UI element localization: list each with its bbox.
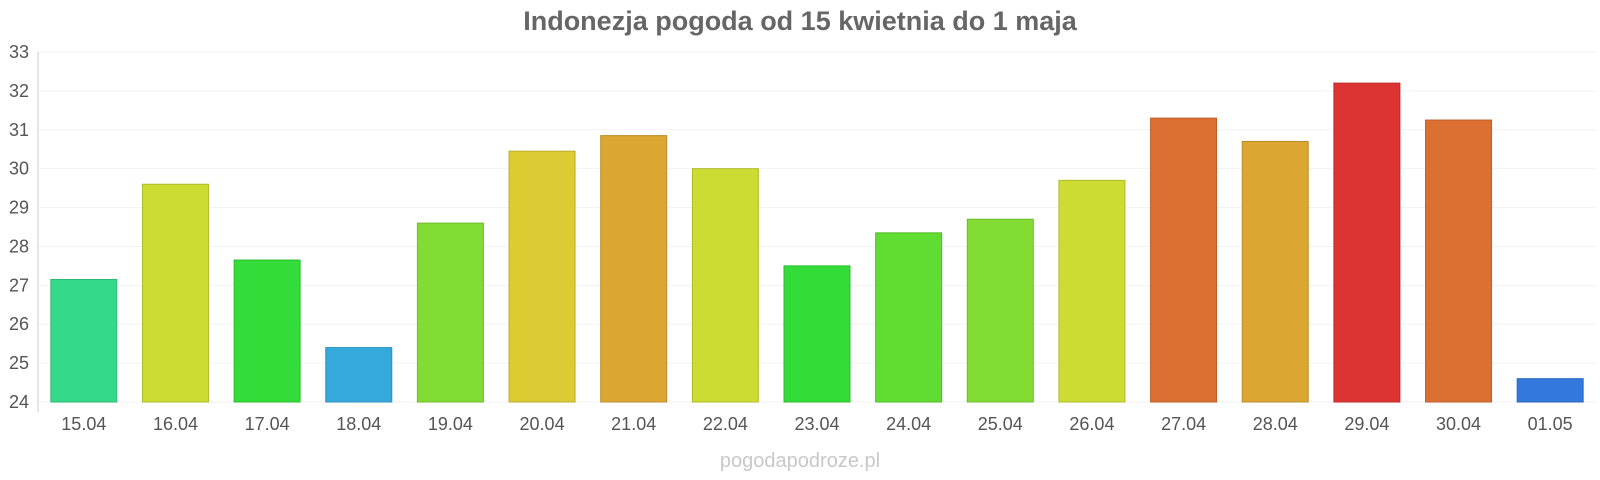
x-tick-label: 18.04	[336, 414, 381, 434]
y-tick-label: 27	[9, 275, 29, 295]
y-tick-label: 31	[9, 120, 29, 140]
y-tick-label: 28	[9, 236, 29, 256]
bar-26.04	[1058, 179, 1126, 403]
bar-01.05	[1516, 378, 1584, 403]
y-tick-label: 33	[9, 42, 29, 62]
x-axis-ticks: 15.04 16.04 17.04 18.04 19.04 20.04 21.04 22.04…	[61, 414, 1572, 434]
bar-18.04	[325, 347, 393, 403]
bar-17.04	[233, 259, 301, 403]
bar-29.04	[1333, 82, 1401, 403]
y-tick-label: 29	[9, 198, 29, 218]
x-tick-label: 19.04	[428, 414, 473, 434]
x-tick-label: 01.05	[1528, 414, 1573, 434]
bar-27.04	[1150, 117, 1218, 403]
x-tick-label: 24.04	[886, 414, 931, 434]
x-tick-label: 26.04	[1069, 414, 1114, 434]
y-tick-label: 32	[9, 81, 29, 101]
x-tick-label: 21.04	[611, 414, 656, 434]
bar-20.04	[508, 150, 576, 403]
bar-16.04	[141, 183, 209, 403]
x-tick-label: 17.04	[245, 414, 290, 434]
bars	[50, 82, 1584, 403]
x-tick-label: 27.04	[1161, 414, 1206, 434]
bar-25.04	[966, 218, 1034, 403]
y-tick-label: 30	[9, 159, 29, 179]
watermark: pogodapodroze.pl	[719, 450, 881, 472]
bar-23.04	[783, 265, 851, 403]
y-tick-label: 24	[9, 392, 29, 412]
bar-22.04	[691, 168, 759, 403]
bar-19.04	[416, 222, 484, 403]
y-tick-label: 26	[9, 314, 29, 334]
x-tick-label: 25.04	[978, 414, 1023, 434]
bar-21.04	[600, 135, 668, 403]
chart-title: Indonezja pogoda od 15 kwietnia do 1 maj…	[523, 6, 1077, 36]
y-axis-ticks: 24 25 26 27 28 29 30 31 32 33	[9, 42, 29, 412]
x-tick-label: 23.04	[794, 414, 839, 434]
bar-24.04	[875, 232, 943, 403]
y-tick-label: 25	[9, 353, 29, 373]
x-tick-label: 28.04	[1253, 414, 1298, 434]
bar-28.04	[1241, 140, 1309, 403]
bar-30.04	[1425, 119, 1493, 403]
x-tick-label: 29.04	[1344, 414, 1389, 434]
x-tick-label: 15.04	[61, 414, 106, 434]
x-tick-label: 20.04	[520, 414, 565, 434]
x-tick-label: 30.04	[1436, 414, 1481, 434]
x-tick-label: 16.04	[153, 414, 198, 434]
x-tick-label: 22.04	[703, 414, 748, 434]
bar-15.04	[50, 279, 118, 403]
